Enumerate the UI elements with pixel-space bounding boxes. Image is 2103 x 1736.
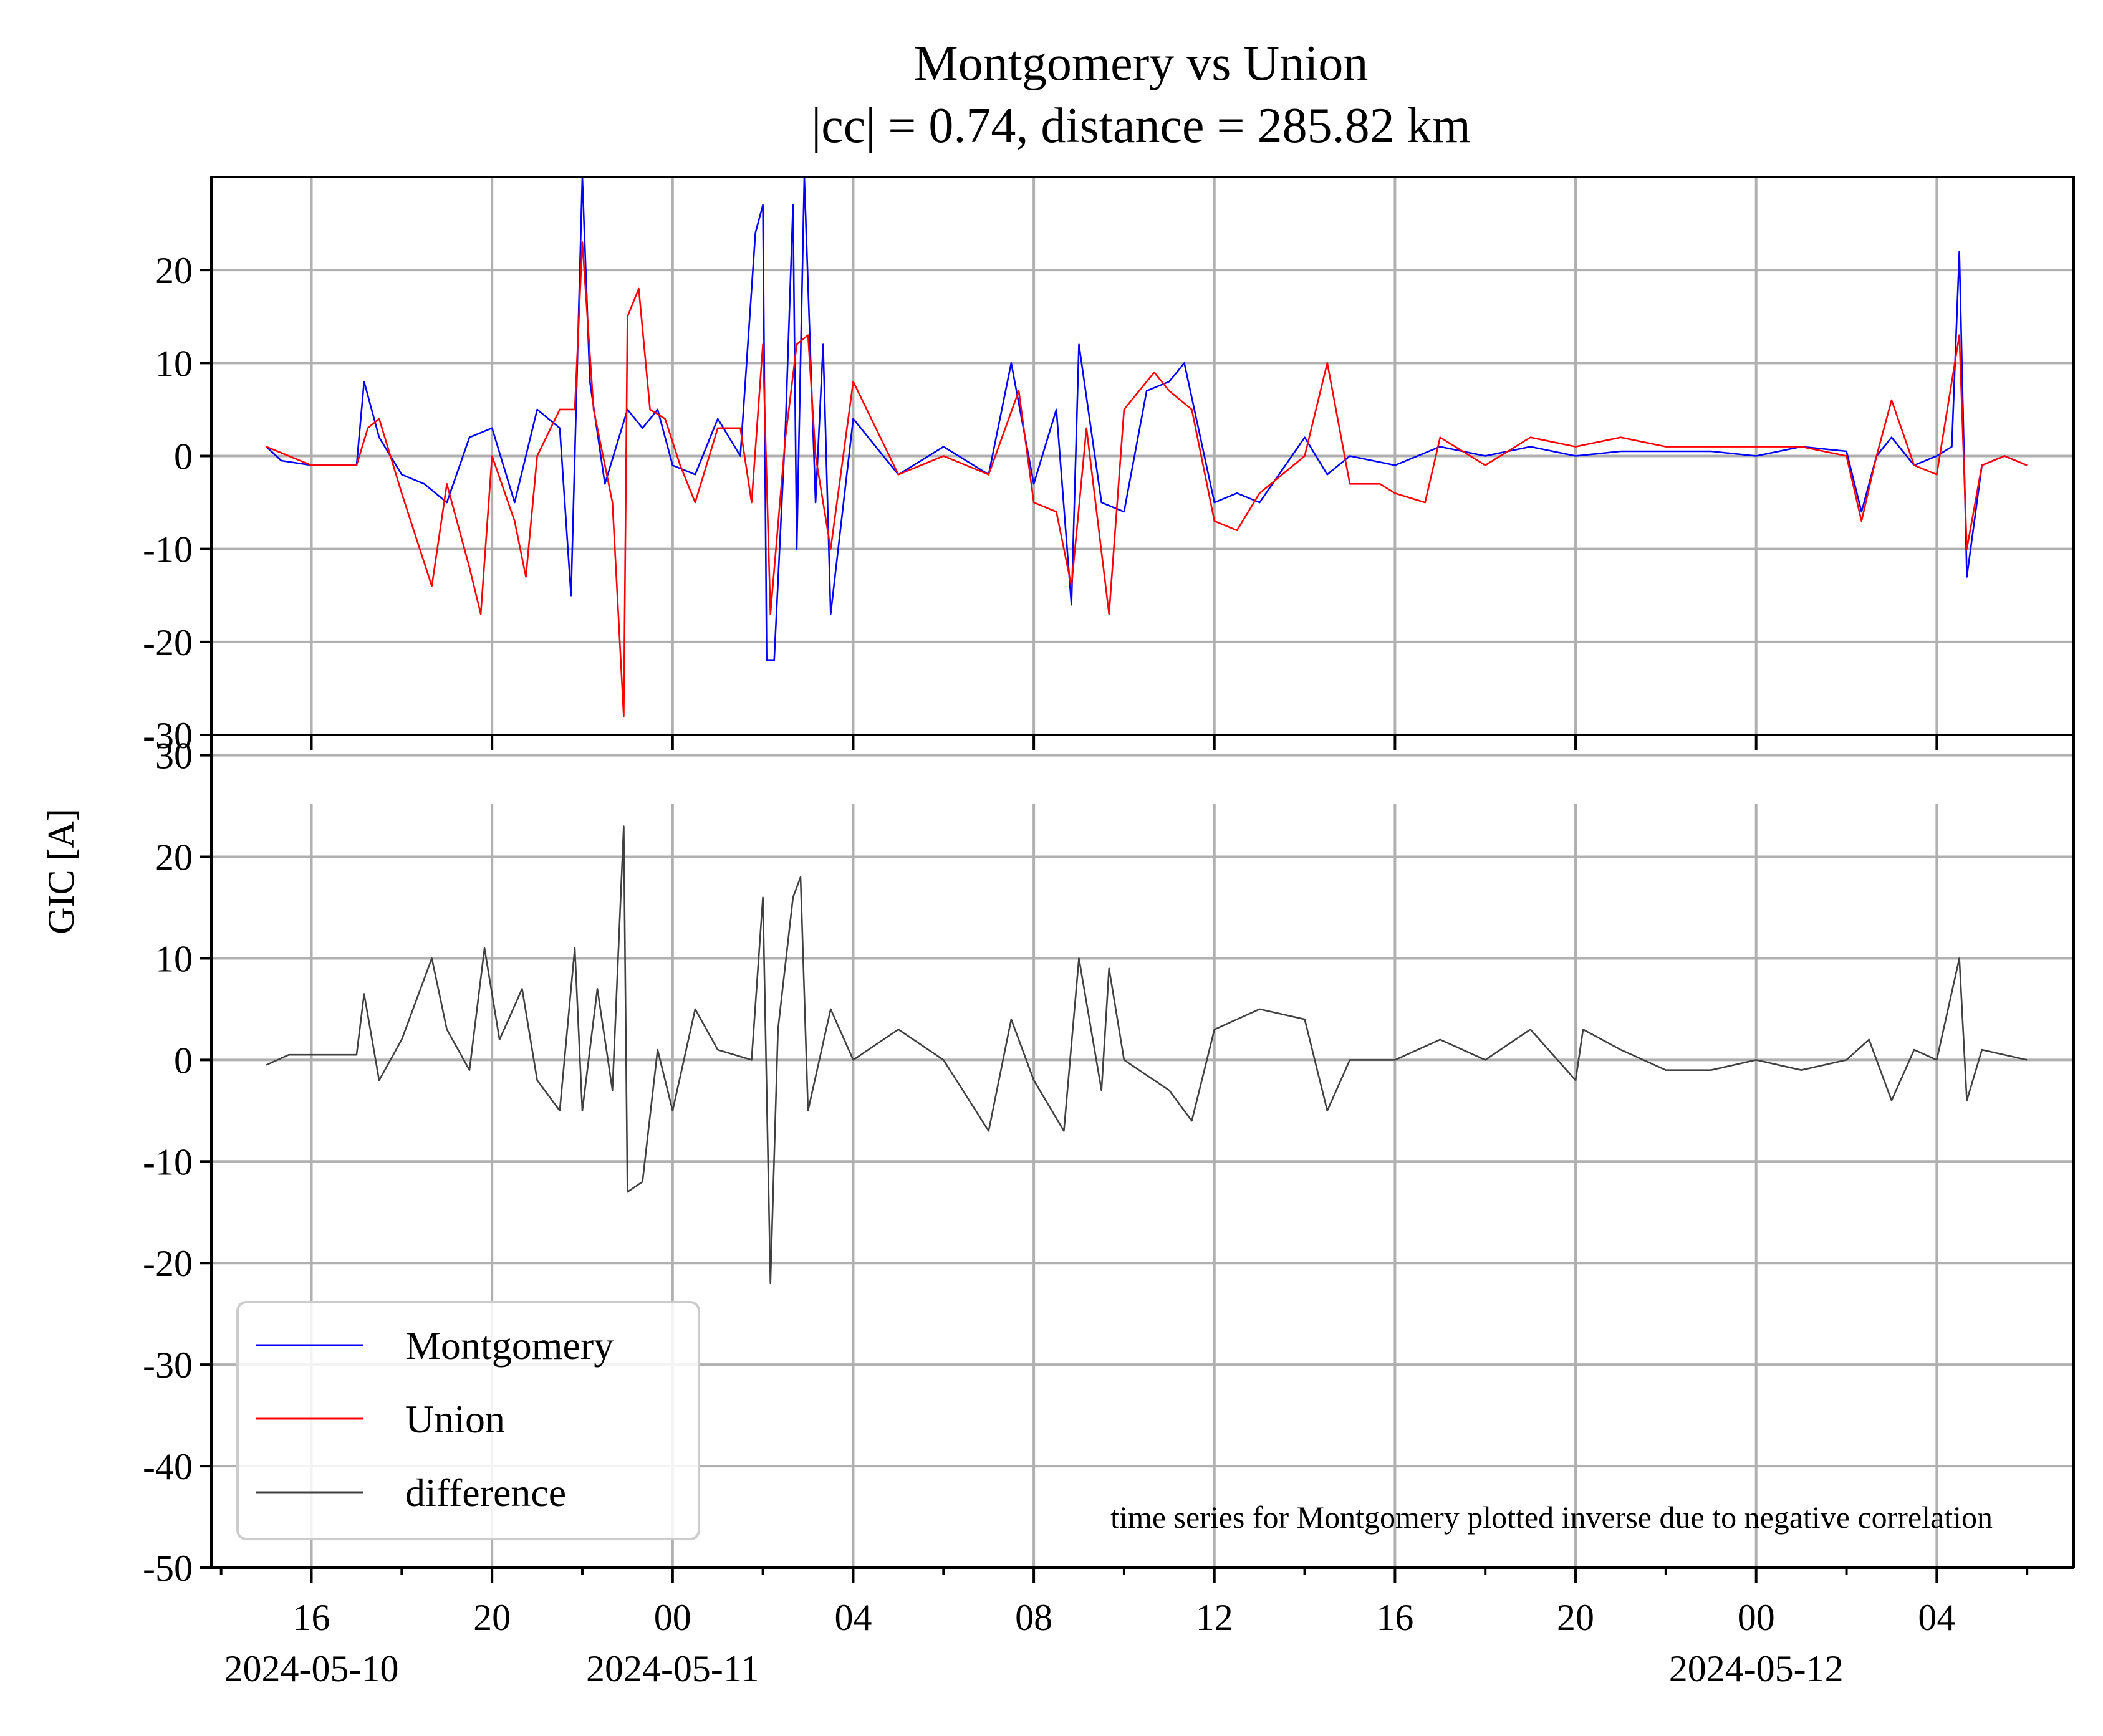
bottom-ytick-label: -30 (143, 1345, 193, 1386)
series-union (266, 241, 2028, 717)
legend-label-union: Union (405, 1397, 505, 1441)
top-grid (211, 177, 2074, 735)
x-tick-label: 16 (293, 1597, 330, 1638)
bottom-panel: -50 -40 -30 -20 -10 0 10 20 30 16 2024-05-10 20 00 2… (143, 735, 2075, 1689)
series-montgomery (266, 176, 2028, 661)
bottom-ytick-label: 0 (174, 1040, 193, 1081)
x-date-label: 2024-05-11 (586, 1648, 759, 1689)
bottom-ytick-label: -40 (143, 1446, 193, 1487)
x-tick-label: 16 (1376, 1597, 1413, 1638)
top-ytick-label: 10 (155, 343, 193, 384)
bottom-ytick-label: -20 (143, 1243, 193, 1284)
inverse-note: time series for Montgomery plotted inver… (1110, 1500, 1993, 1535)
top-panel: -30 -20 -10 0 10 20 (143, 176, 2075, 756)
bottom-ytick-label: -10 (143, 1141, 193, 1182)
chart-subtitle: |cc| = 0.74, distance = 285.82 km (811, 98, 1471, 153)
top-ytick-label: 20 (155, 250, 193, 291)
top-ytick-label: -10 (143, 529, 193, 570)
chart-title: Montgomery vs Union (914, 36, 1369, 91)
top-ytick-label: 0 (174, 436, 193, 477)
bottom-y-ticks: -50 -40 -30 -20 -10 0 10 20 30 (143, 736, 211, 1589)
bottom-grid (211, 754, 2074, 1568)
x-tick-label: 20 (473, 1597, 511, 1638)
x-tick-label: 20 (1557, 1597, 1594, 1638)
x-date-label: 2024-05-10 (224, 1648, 399, 1689)
legend: Montgomery Union difference (236, 1301, 700, 1540)
bottom-ytick-label: 30 (155, 736, 193, 777)
legend-label-difference: difference (405, 1470, 566, 1515)
x-tick-label: 04 (1918, 1597, 1955, 1638)
top-y-ticks: -30 -20 -10 0 10 20 (143, 250, 211, 756)
y-axis-label: GIC [A] (41, 808, 82, 934)
top-ytick-label: -20 (143, 622, 193, 663)
x-tick-label: 00 (654, 1597, 691, 1638)
bottom-ytick-label: 10 (155, 938, 193, 979)
x-tick-label: 12 (1196, 1597, 1233, 1638)
bottom-series (266, 825, 2028, 1285)
bottom-ytick-label: -50 (143, 1548, 193, 1589)
top-series (266, 176, 2028, 717)
series-difference (266, 825, 2028, 1285)
x-tick-label: 08 (1015, 1597, 1052, 1638)
bottom-ytick-label: 20 (155, 837, 193, 878)
x-ticks: 16 2024-05-10 20 00 2024-05-11 04 08 12 16 20 00 20… (219, 735, 2029, 1689)
x-tick-label: 00 (1738, 1597, 1775, 1638)
legend-box (236, 1301, 700, 1540)
x-tick-label: 04 (834, 1597, 872, 1638)
top-plot-frame (210, 176, 2075, 736)
top-ytick-label: -30 (143, 715, 193, 756)
x-date-label: 2024-05-12 (1669, 1648, 1844, 1689)
legend-label-montgomery: Montgomery (405, 1323, 614, 1368)
